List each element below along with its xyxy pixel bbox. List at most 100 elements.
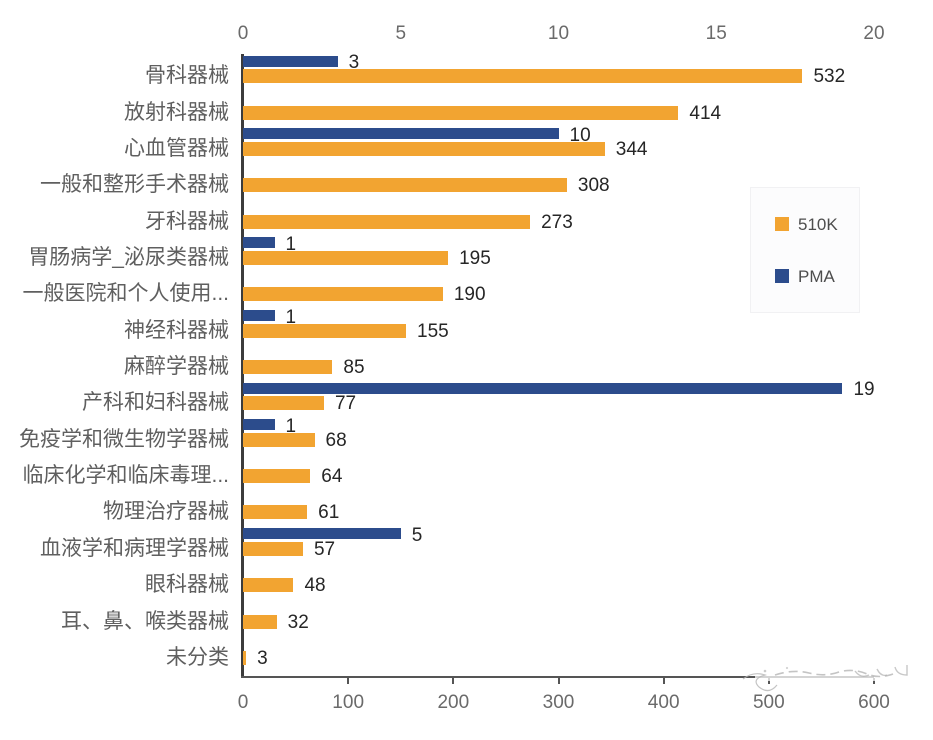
bottom-axis-tick-label: 0 — [237, 692, 249, 713]
bar-510k — [243, 505, 308, 520]
x-axis-tick — [557, 678, 560, 684]
legend-swatch-pma — [775, 269, 789, 283]
value-label-pma: 3 — [348, 52, 360, 74]
category-row: 心血管器械 10 344 — [124, 126, 874, 167]
category-row: 血液学和病理学器械 5 57 — [40, 526, 874, 567]
category-row: 未分类 3 — [166, 640, 874, 676]
value-label-510k: 532 — [813, 66, 846, 88]
x-axis-tick — [662, 678, 665, 684]
value-label-510k: 57 — [313, 538, 336, 560]
bar-pma — [243, 128, 559, 140]
value-label-510k: 344 — [615, 138, 648, 160]
category-row: 神经科器械 1 155 — [124, 308, 874, 349]
bottom-axis-tick-label: 600 — [858, 692, 890, 713]
value-label-510k: 3 — [257, 647, 268, 669]
category-label: 临床化学和临床毒理... — [22, 464, 229, 488]
category-row: 胃肠病学_泌尿类器械 1 195 — [28, 235, 874, 276]
value-label-510k: 85 — [343, 357, 365, 379]
category-label: 产科和妇科器械 — [82, 391, 229, 415]
category-row: 麻醉学器械 85 — [124, 349, 874, 385]
category-label: 心血管器械 — [124, 136, 229, 160]
category-row: 临床化学和临床毒理... 64 — [22, 458, 874, 494]
value-label-510k: 48 — [304, 575, 326, 597]
category-label: 麻醉学器械 — [124, 354, 229, 378]
category-row: 一般医院和个人使用... 190 — [22, 276, 874, 312]
x-axis-tick — [873, 678, 875, 684]
value-label-510k: 308 — [577, 175, 610, 197]
category-label: 神经科器械 — [124, 318, 229, 342]
top-axis-tick-label: 20 — [863, 23, 885, 44]
value-label-510k: 273 — [541, 211, 573, 233]
bottom-axis-tick-label: 500 — [752, 692, 785, 713]
legend-label-pma: PMA — [798, 266, 835, 286]
bar-pma — [243, 310, 275, 322]
x-axis-tick — [347, 678, 350, 684]
legend: 510K PMA — [750, 187, 860, 313]
bar-510k — [243, 578, 294, 593]
bar-510k — [243, 323, 406, 338]
category-row: 免疫学和微生物学器械 1 68 — [19, 417, 874, 458]
category-label: 一般医院和个人使用... — [22, 282, 229, 306]
category-row: 牙科器械 273 — [145, 203, 874, 239]
category-label: 物理治疗器械 — [103, 500, 229, 524]
category-label: 未分类 — [166, 645, 229, 669]
value-label-pma: 10 — [569, 124, 591, 146]
bar-510k — [243, 614, 277, 629]
bottom-axis-tick-label: 400 — [647, 692, 680, 713]
plot-area: 骨科器械 3 532 放射科器械 414 心血管器械 10 344 一般和整形手术器械 308 牙科… — [19, 53, 875, 676]
bar-510k — [243, 141, 605, 156]
value-label-pma: 1 — [285, 415, 297, 437]
bar-510k — [243, 541, 303, 556]
legend-item-510k: 510K — [775, 216, 859, 233]
value-label-510k: 77 — [334, 393, 357, 415]
top-axis-tick-label: 15 — [705, 23, 727, 44]
bar-510k — [243, 432, 315, 447]
bar-510k — [243, 650, 247, 665]
value-label-pma: 1 — [285, 306, 297, 328]
category-label: 牙科器械 — [145, 209, 229, 233]
category-row: 放射科器械 414 — [124, 94, 874, 130]
value-label-510k: 155 — [417, 320, 449, 342]
category-label: 一般和整形手术器械 — [40, 173, 229, 197]
category-row: 耳、鼻、喉类器械 32 — [61, 603, 874, 639]
bar-510k — [243, 287, 443, 302]
bar-pma — [243, 237, 275, 249]
top-axis-tick-label: 5 — [395, 23, 407, 44]
category-label: 放射科器械 — [124, 100, 229, 124]
category-row: 产科和妇科器械 19 77 — [82, 380, 875, 421]
legend-label-510k: 510K — [798, 214, 838, 234]
bar-pma — [243, 419, 275, 431]
bar-510k — [243, 178, 567, 193]
category-label: 眼科器械 — [145, 573, 229, 597]
category-row: 一般和整形手术器械 308 — [40, 167, 874, 203]
value-label-510k: 195 — [459, 247, 491, 269]
top-axis-tick-label: 0 — [237, 23, 249, 44]
bottom-axis-tick-label: 200 — [437, 692, 470, 713]
category-row: 骨科器械 3 532 — [145, 53, 874, 94]
x-axis-tick — [452, 678, 455, 684]
bar-510k — [243, 214, 531, 229]
bar-510k — [243, 250, 449, 265]
bar-510k — [243, 105, 679, 120]
value-label-pma: 19 — [853, 379, 875, 401]
y-axis-line — [241, 54, 244, 677]
bottom-axis-tick-label: 100 — [332, 692, 365, 713]
bar-510k — [243, 469, 311, 484]
category-label: 胃肠病学_泌尿类器械 — [28, 245, 229, 269]
bar-510k — [243, 69, 803, 84]
bar-510k — [243, 396, 324, 411]
value-label-pma: 1 — [285, 233, 297, 255]
category-label: 骨科器械 — [145, 64, 229, 88]
bar-510k — [243, 360, 333, 375]
value-label-510k: 68 — [325, 429, 347, 451]
category-label: 耳、鼻、喉类器械 — [61, 609, 229, 633]
bottom-axis-tick-label: 300 — [542, 692, 575, 713]
top-axis-tick-label: 10 — [547, 23, 570, 44]
value-label-pma: 5 — [411, 524, 423, 546]
bar-pma — [243, 382, 843, 394]
x-axis-tick — [767, 678, 770, 684]
value-label-510k: 61 — [318, 502, 340, 524]
value-label-510k: 32 — [287, 611, 309, 633]
category-label: 血液学和病理学器械 — [40, 536, 229, 560]
value-label-510k: 414 — [689, 102, 722, 124]
